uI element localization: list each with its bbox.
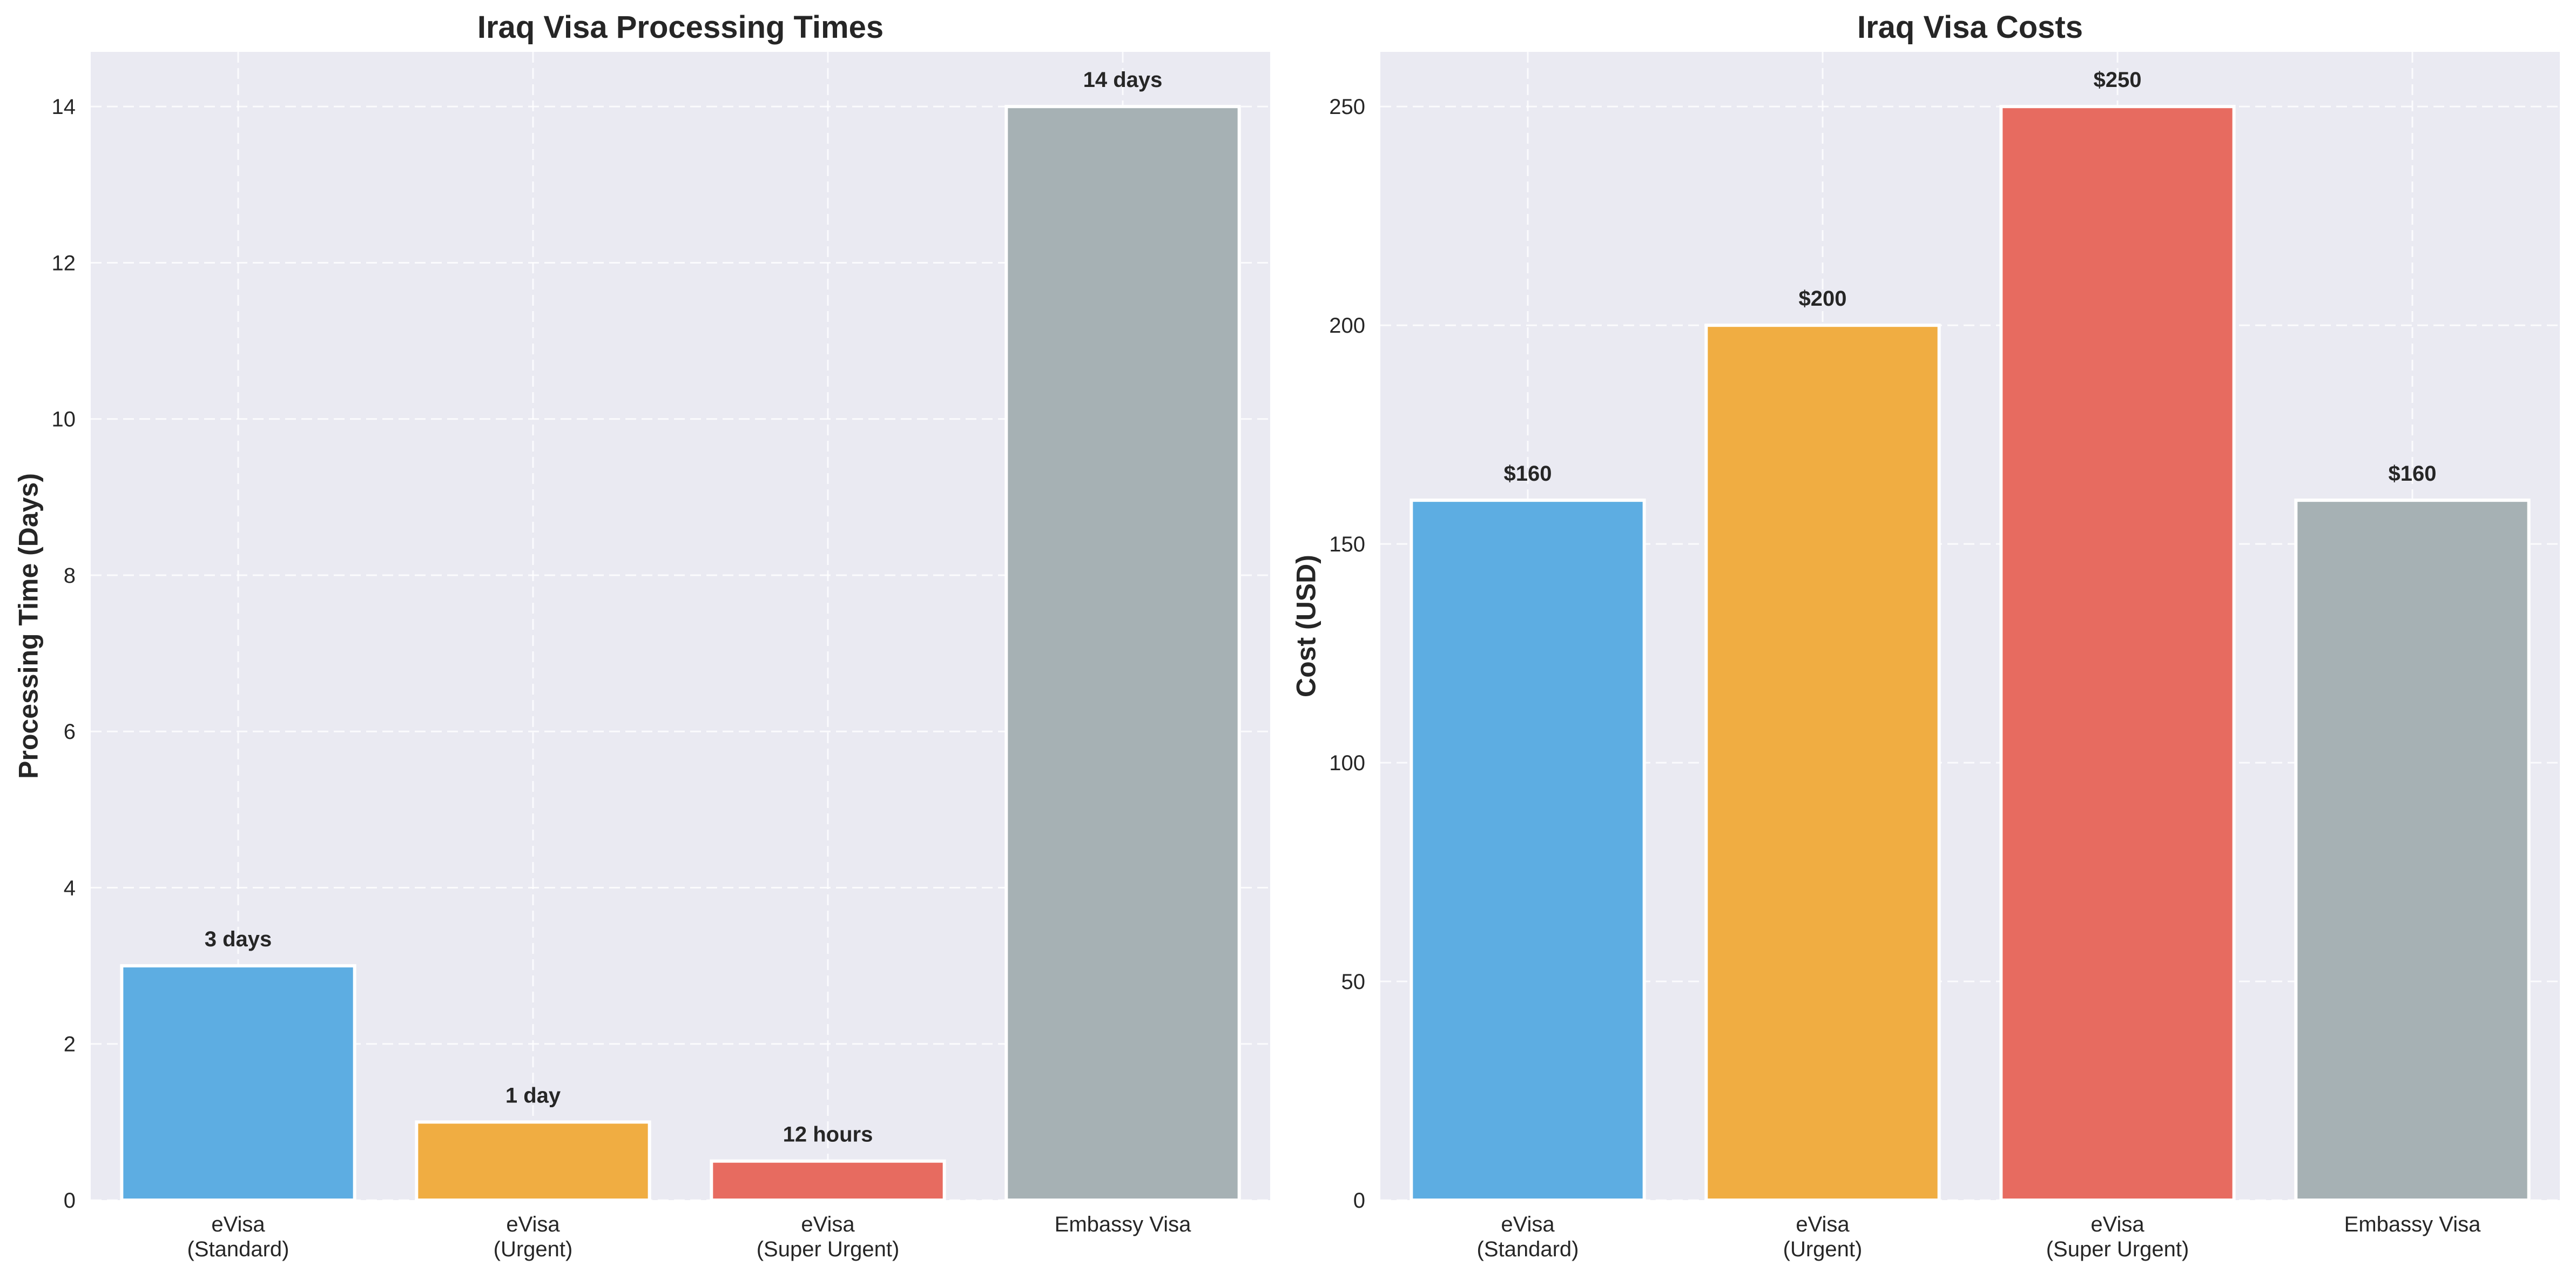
visa-costs-bar-value-label: $160 [2389,462,2437,486]
processing-times-y-tick-label: 12 [52,251,76,275]
visa-costs-bar [1704,324,1941,1202]
processing-times-bar [120,964,356,1202]
processing-times-title: Iraq Visa Processing Times [477,10,884,45]
visa-costs-bar-value-label: $250 [2094,68,2142,92]
visa-costs-bar-value-label: $200 [1799,287,1847,311]
processing-times-x-tick-label: eVisa (Urgent) [494,1213,573,1261]
processing-times-y-tick-label: 8 [64,564,76,588]
visa-costs-title: Iraq Visa Costs [1857,10,2083,45]
visa-costs-y-axis-label: Cost (USD) [1291,555,1321,697]
visa-costs-bar-value-label: $160 [1504,462,1552,486]
processing-times-bar [710,1159,946,1202]
processing-times-y-tick-label: 10 [52,408,76,432]
visa-costs-x-tick-label: Embassy Visa [2344,1213,2481,1236]
processing-times-y-axis-label: Processing Time (Days) [14,473,44,779]
processing-times-bar-value-label: 12 hours [783,1123,873,1147]
processing-times-x-tick-label: eVisa (Standard) [187,1213,289,1261]
processing-times-y-tick-label: 2 [64,1033,76,1056]
processing-times-bar-value-label: 3 days [205,927,272,951]
visa-costs-y-tick-label: 50 [1341,970,1366,994]
visa-costs-y-tick-label: 200 [1329,314,1365,338]
visa-costs-y-tick-label: 0 [1353,1189,1365,1213]
visa-costs-y-tick-label: 100 [1329,751,1365,775]
processing-times-y-tick-label: 4 [64,876,76,900]
visa-costs-bar [1999,105,2236,1202]
visa-costs-chart: $160 $200 $250 $160 0 50 100 150 200 250 eVisa (S… [1291,10,2560,1261]
processing-times-bar [1004,105,1241,1202]
visa-costs-y-tick-label: 250 [1329,95,1365,119]
processing-times-y-tick-label: 14 [52,95,76,119]
visa-costs-x-tick-label: eVisa (Super Urgent) [2046,1213,2189,1261]
processing-times-bar-value-label: 1 day [505,1083,561,1107]
processing-times-bar-value-label: 14 days [1083,68,1163,92]
processing-times-y-tick-label: 0 [64,1189,76,1213]
processing-times-bar [415,1120,651,1202]
visa-costs-bar [2294,499,2531,1202]
processing-times-y-tick-label: 6 [64,720,76,744]
visa-costs-y-tick-label: 150 [1329,533,1365,556]
visa-costs-x-tick-label: eVisa (Standard) [1477,1213,1579,1261]
processing-times-x-tick-label: Embassy Visa [1055,1213,1191,1236]
processing-times-x-tick-label: eVisa (Super Urgent) [757,1213,900,1261]
visa-costs-bar [1410,499,1646,1202]
processing-times-chart: 3 days 1 day 12 hours 14 days 0 2 4 6 8 10 12 14 e… [14,10,1270,1261]
visa-costs-x-tick-label: eVisa (Urgent) [1783,1213,1863,1261]
